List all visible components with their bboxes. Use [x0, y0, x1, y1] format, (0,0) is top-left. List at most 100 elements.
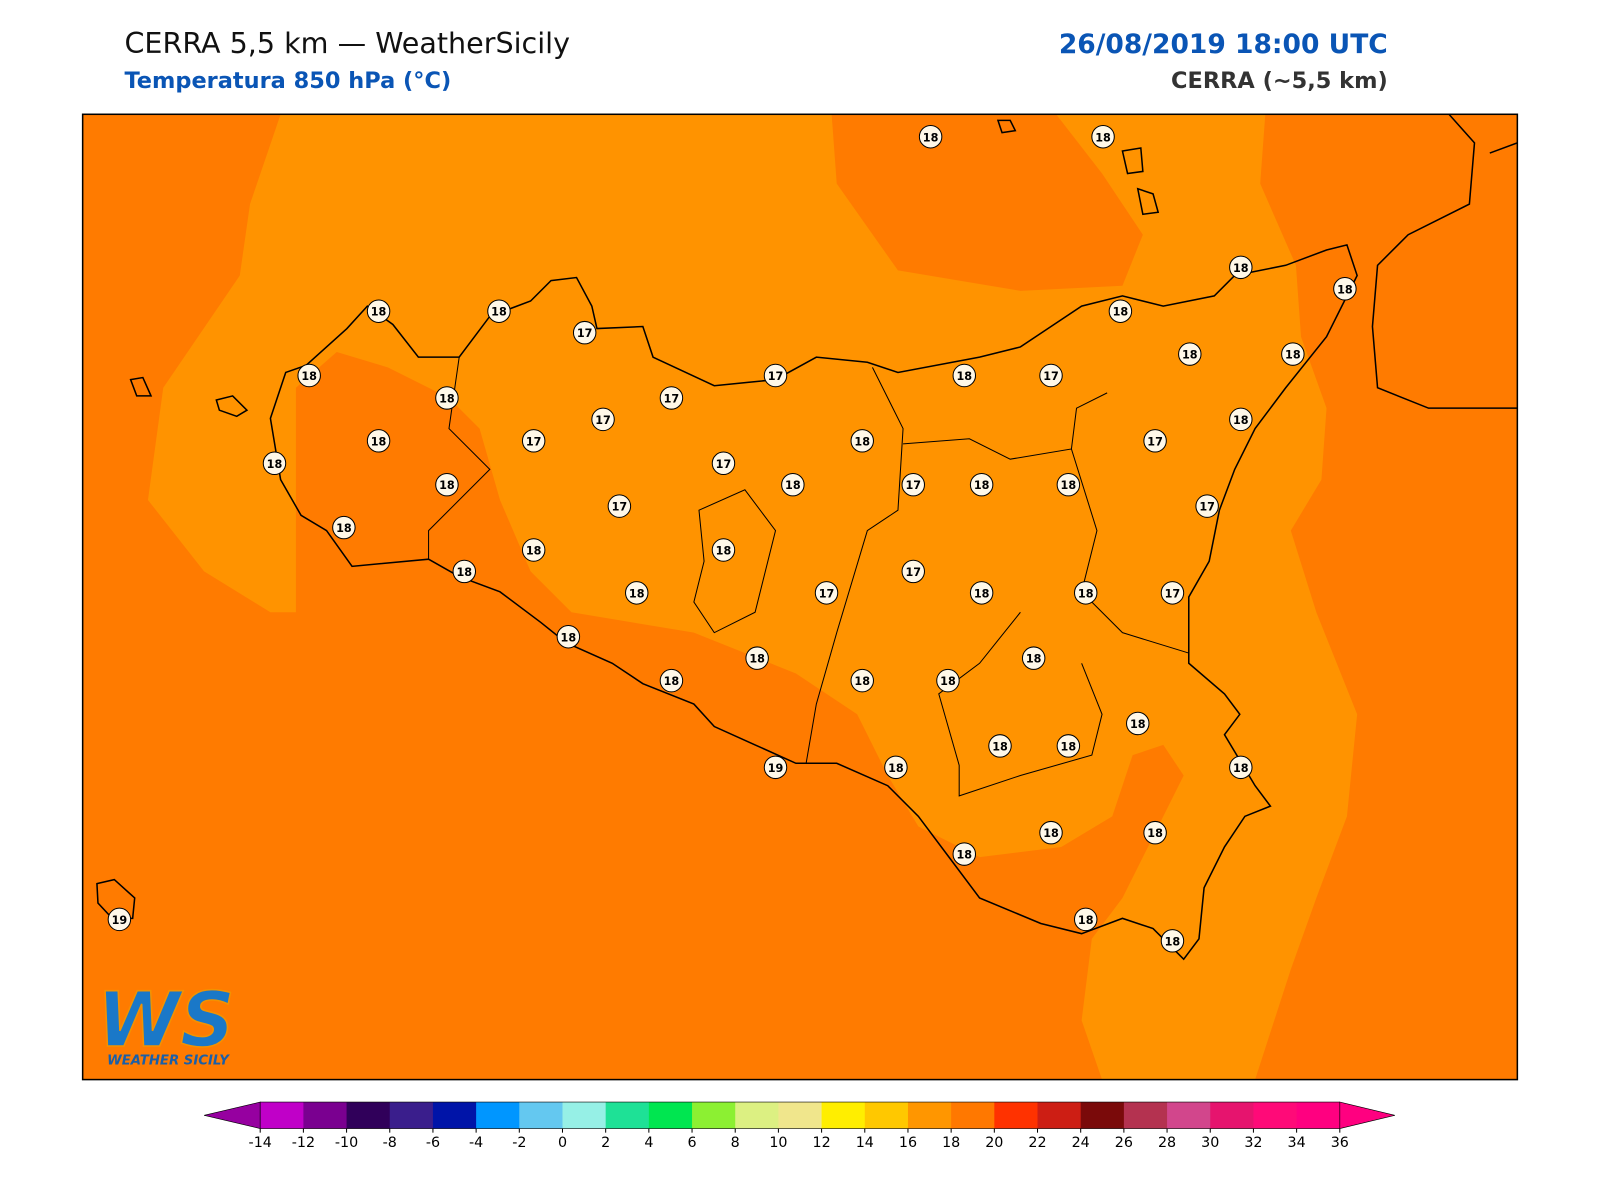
station-value: 18 — [1113, 306, 1129, 319]
station-value: 17 — [1199, 501, 1215, 514]
colorbar-bin — [519, 1102, 563, 1129]
station-value: 17 — [905, 479, 921, 492]
colorbar-bin — [821, 1102, 866, 1129]
date: 26/08/2019 18:00 UTC — [1059, 29, 1388, 60]
colorbar-bin — [562, 1102, 607, 1129]
station-marker — [107, 907, 132, 932]
colorbar-bin — [1167, 1102, 1211, 1129]
colorbar-bin — [735, 1102, 779, 1129]
station-value: 17 — [716, 458, 732, 471]
stations: 18 18 18 18 18 18 17 18 18 18 18 17 18 17 18 17 17 18 18 17… — [107, 125, 1357, 953]
station-marker — [763, 755, 788, 780]
station-marker — [297, 363, 321, 388]
logo-letters: WS — [97, 976, 235, 1064]
station-marker — [366, 299, 391, 323]
station-value: 18 — [561, 631, 577, 644]
title: CERRA 5,5 km — WeatherSicily — [124, 26, 570, 60]
station-value: 18 — [1061, 479, 1077, 492]
station-marker — [435, 386, 459, 410]
colorbar-bin — [907, 1102, 952, 1129]
station-value: 18 — [854, 435, 870, 448]
station-value: 18 — [664, 675, 680, 688]
model: CERRA (~5,5 km) — [1171, 68, 1388, 94]
station-marker — [572, 320, 597, 345]
station-value: 18 — [888, 762, 904, 775]
station-marker — [711, 538, 736, 562]
station-value: 18 — [1078, 587, 1094, 600]
colorbar-bin — [692, 1102, 736, 1129]
station-marker — [521, 538, 546, 562]
station-marker — [1056, 472, 1081, 497]
calabria-coast — [1371, 114, 1518, 409]
station-value: 18 — [456, 566, 472, 579]
colorbar-tick-label: 24 — [1072, 1135, 1090, 1151]
colorbar-tick-label: 22 — [1028, 1135, 1046, 1151]
colorbar-bin — [864, 1102, 909, 1129]
colorbar-bin — [1253, 1102, 1298, 1129]
colorbar-bin — [1210, 1102, 1254, 1129]
station-value: 18 — [1233, 762, 1249, 775]
station-marker — [1178, 342, 1202, 366]
colorbar-tick-label: 12 — [813, 1135, 831, 1151]
station-marker — [884, 755, 908, 780]
station-value: 18 — [1285, 349, 1301, 362]
station-marker — [521, 429, 546, 453]
station-marker — [1108, 299, 1133, 323]
station-value: 18 — [785, 479, 801, 492]
colorbar-tick-label: 6 — [688, 1135, 697, 1151]
station-value: 18 — [491, 306, 507, 319]
colorbar-bin — [605, 1102, 650, 1129]
colorbar-tick-label: 34 — [1288, 1135, 1306, 1151]
station-value: 18 — [1147, 827, 1163, 840]
colorbar-tick-label: 32 — [1244, 1135, 1262, 1151]
station-marker — [1229, 407, 1253, 432]
colorbar-tick-label: -8 — [383, 1135, 397, 1151]
map-frame — [81, 113, 1519, 1081]
station-marker — [1073, 907, 1098, 932]
colorbar-bin — [389, 1102, 434, 1129]
station-value: 17 — [819, 587, 835, 600]
station-marker — [711, 451, 736, 475]
station-value: 18 — [1233, 262, 1249, 275]
colorbar-tick-label: 26 — [1115, 1135, 1133, 1151]
colorbar-tick-label: -4 — [469, 1135, 483, 1151]
station-value: 19 — [768, 762, 784, 775]
station-value: 18 — [854, 675, 870, 688]
colorbar-bin — [1123, 1102, 1168, 1129]
station-marker — [969, 581, 994, 605]
islands — [96, 119, 1160, 920]
colorbar-tick-label: -2 — [512, 1135, 526, 1151]
station-marker — [969, 472, 994, 497]
station-marker — [435, 472, 459, 497]
station-marker — [850, 429, 874, 453]
station-marker — [607, 494, 632, 518]
station-marker — [1143, 429, 1167, 453]
station-value: 17 — [905, 566, 921, 579]
station-marker — [952, 363, 977, 388]
station-marker — [763, 363, 788, 388]
station-value: 18 — [371, 306, 387, 319]
station-value: 17 — [1165, 587, 1181, 600]
station-value: 18 — [439, 479, 455, 492]
colorbar-tick-label: 28 — [1158, 1135, 1176, 1151]
station-value: 18 — [1043, 827, 1059, 840]
colorbar-frame — [259, 1101, 1341, 1129]
station-value: 18 — [371, 435, 387, 448]
station-value: 17 — [768, 370, 784, 383]
station-marker — [850, 668, 874, 693]
station-value: 18 — [974, 587, 990, 600]
station-marker — [1160, 581, 1185, 605]
station-marker — [1091, 125, 1115, 149]
station-value: 18 — [992, 740, 1008, 753]
logo: WS WEATHER SICILY — [96, 975, 235, 1068]
station-value: 18 — [1095, 131, 1111, 144]
station-value: 17 — [612, 501, 628, 514]
station-value: 18 — [1337, 283, 1353, 296]
colorbar-bin — [346, 1102, 391, 1129]
station-value: 18 — [1182, 349, 1198, 362]
colorbar-tick-label: 0 — [558, 1135, 567, 1151]
station-marker — [452, 559, 477, 584]
colorbar-bin — [432, 1102, 477, 1129]
station-value: 17 — [664, 392, 680, 405]
